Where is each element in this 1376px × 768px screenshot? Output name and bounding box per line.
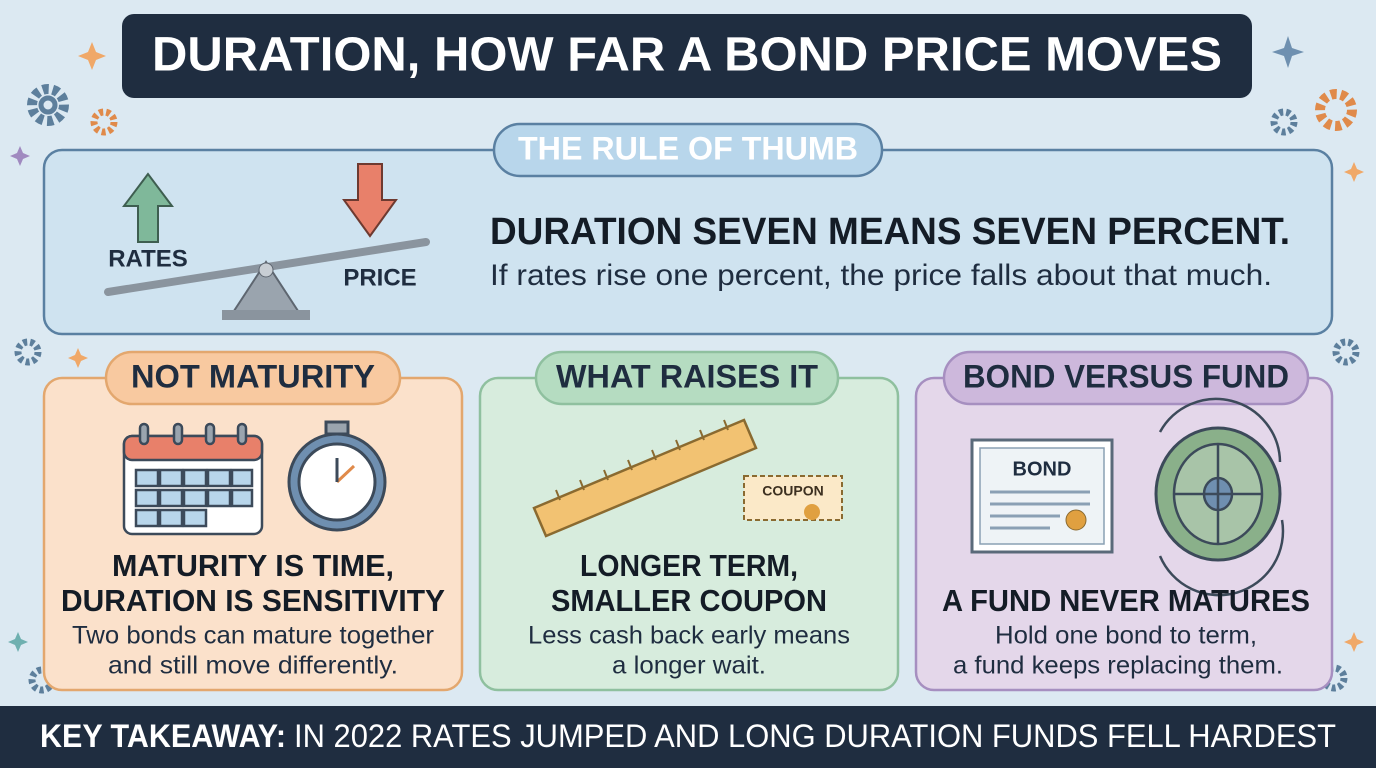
panel-label-pill — [104, 350, 402, 406]
bond-certificate-icon — [970, 438, 1114, 554]
panel-text: a fund keeps replacing them. — [953, 652, 1283, 680]
panel-label-pill — [534, 350, 840, 406]
rule-heading: DURATION SEVEN MEANS SEVEN PERCENT. — [490, 211, 1290, 253]
footer-lead: KEY TAKEAWAY: — [40, 718, 286, 754]
coupon-icon — [743, 475, 843, 521]
footer-text: IN 2022 RATES JUMPED AND LONG DURATION F… — [294, 718, 1336, 754]
panel-heading: MATURITY IS TIME, — [112, 548, 394, 583]
money-wheel-icon — [1154, 397, 1285, 597]
panel-heading: LONGER TERM, — [580, 548, 798, 583]
panel-text: Hold one bond to term, — [995, 622, 1257, 650]
icon-label: COUPON — [762, 483, 823, 499]
calendar-icon — [122, 422, 264, 536]
rule-text: If rates rise one percent, the price fal… — [490, 259, 1272, 292]
panel-label-pill — [942, 350, 1310, 406]
panel-label: NOT MATURITY — [131, 358, 375, 394]
panel-heading: A FUND NEVER MATURES — [942, 583, 1310, 618]
rule-label: THE RULE OF THUMB — [518, 130, 858, 166]
stopwatch-icon — [287, 420, 387, 532]
title-box — [122, 14, 1252, 98]
panel-text: and still move differently. — [108, 652, 398, 680]
icon-label: BOND — [1013, 458, 1072, 480]
panel-heading: SMALLER COUPON — [551, 583, 827, 618]
panel-label: BOND VERSUS FUND — [963, 358, 1289, 394]
icon-label: RATES — [108, 245, 188, 272]
footer-bar — [0, 706, 1376, 768]
rule-label-pill — [492, 122, 884, 178]
icon-label: PRICE — [343, 264, 416, 291]
panel-text: a longer wait. — [612, 652, 766, 680]
title: DURATION, HOW FAR A BOND PRICE MOVES — [152, 29, 1222, 82]
seesaw-icon — [104, 163, 430, 320]
panel-heading: DURATION IS SENSITIVITY — [61, 583, 445, 618]
gears — [14, 84, 1360, 694]
sparkles — [8, 36, 1364, 652]
panel-text: Less cash back early means — [528, 622, 850, 650]
footer: KEY TAKEAWAY: IN 2022 RATES JUMPED AND L… — [40, 718, 1336, 754]
panel-label: WHAT RAISES IT — [556, 358, 818, 394]
panel-text: Two bonds can mature together — [72, 622, 434, 650]
ruler-icon — [532, 418, 758, 538]
